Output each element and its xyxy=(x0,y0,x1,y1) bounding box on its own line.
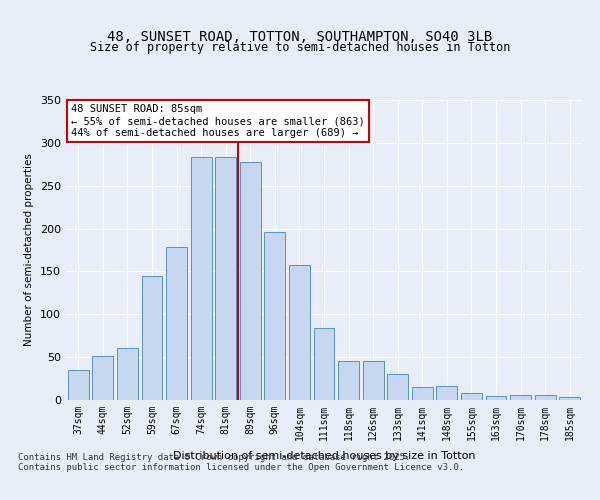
Text: 48, SUNSET ROAD, TOTTON, SOUTHAMPTON, SO40 3LB: 48, SUNSET ROAD, TOTTON, SOUTHAMPTON, SO… xyxy=(107,30,493,44)
Bar xyxy=(240,162,261,400)
Bar xyxy=(68,370,89,400)
Bar xyxy=(436,386,457,400)
Bar xyxy=(191,158,212,400)
Bar xyxy=(485,396,506,400)
Bar xyxy=(362,360,383,400)
Bar xyxy=(387,374,408,400)
Bar xyxy=(166,248,187,400)
Bar xyxy=(92,356,113,400)
Y-axis label: Number of semi-detached properties: Number of semi-detached properties xyxy=(25,154,34,346)
Bar xyxy=(117,348,138,400)
Bar xyxy=(461,393,482,400)
Text: Contains HM Land Registry data © Crown copyright and database right 2025.
Contai: Contains HM Land Registry data © Crown c… xyxy=(18,452,464,472)
Bar xyxy=(289,266,310,400)
Bar xyxy=(510,395,531,400)
Text: Size of property relative to semi-detached houses in Totton: Size of property relative to semi-detach… xyxy=(90,41,510,54)
Bar xyxy=(559,398,580,400)
Bar xyxy=(535,395,556,400)
Bar xyxy=(265,232,286,400)
Text: 48 SUNSET ROAD: 85sqm
← 55% of semi-detached houses are smaller (863)
44% of sem: 48 SUNSET ROAD: 85sqm ← 55% of semi-deta… xyxy=(71,104,365,138)
Bar xyxy=(142,276,163,400)
Bar xyxy=(215,158,236,400)
X-axis label: Distribution of semi-detached houses by size in Totton: Distribution of semi-detached houses by … xyxy=(173,451,475,461)
Bar xyxy=(412,387,433,400)
Bar xyxy=(338,360,359,400)
Bar xyxy=(314,328,334,400)
